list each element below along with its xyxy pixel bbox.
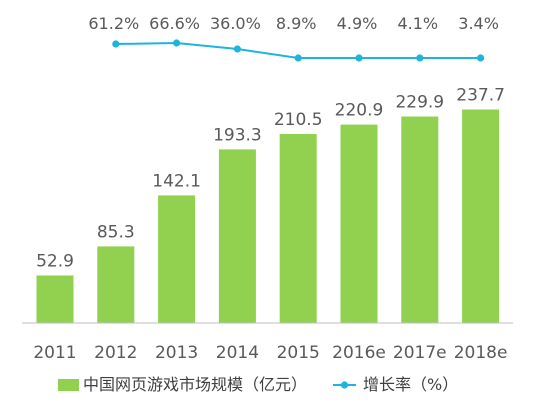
bar-value-label-2017e: 229.9 [395, 93, 444, 113]
growth-label-2014: 36.0% [210, 14, 261, 33]
growth-label-2017e: 4.1% [397, 14, 438, 33]
bar-2018e [462, 109, 500, 323]
bar-value-label-2014: 193.3 [213, 125, 262, 145]
growth-point-2018e [477, 54, 485, 62]
bar-value-label-2011: 52.9 [36, 252, 74, 272]
x-tick-2016e: 2016e [332, 343, 386, 363]
bar-2012 [97, 246, 135, 323]
bar-value-label-2016e: 220.9 [335, 101, 384, 121]
legend-line-marker [340, 381, 349, 389]
bar-value-label-2012: 85.3 [97, 222, 135, 242]
growth-label-2013: 66.6% [149, 14, 200, 33]
x-tick-2013: 2013 [155, 343, 198, 363]
x-tick-2017e: 2017e [393, 343, 447, 363]
legend-bar-swatch [58, 379, 79, 391]
growth-point-2015 [294, 54, 302, 62]
growth-label-2018e: 3.4% [458, 14, 499, 33]
bar-2014 [218, 149, 256, 323]
legend: 中国网页游戏市场规模（亿元） 增长率（%） [58, 375, 458, 394]
x-tick-2011: 2011 [33, 343, 76, 363]
growth-line-group [112, 39, 485, 62]
growth-point-2014 [233, 45, 241, 53]
bar-2013 [158, 195, 196, 323]
x-tick-2012: 2012 [94, 343, 137, 363]
growth-point-2012 [112, 40, 120, 48]
x-tick-2018e: 2018e [454, 343, 508, 363]
x-tick-labels-group: 2011 2012 2013 2014 2015 2016e 2017e 2018e [33, 343, 507, 363]
growth-label-2012: 61.2% [88, 14, 139, 33]
bar-value-label-2013: 142.1 [152, 171, 201, 191]
bar-value-label-2018e: 237.7 [456, 86, 505, 106]
bars-group [36, 109, 500, 323]
bar-2017e [401, 116, 439, 323]
bar-2011 [36, 275, 74, 323]
bar-2015 [279, 134, 317, 323]
growth-point-2013 [173, 39, 181, 47]
legend-bar-label: 中国网页游戏市场规模（亿元） [83, 375, 307, 394]
rate-labels-group: 61.2% 66.6% 36.0% 8.9% 4.9% 4.1% 3.4% [88, 14, 499, 33]
legend-line-label: 增长率（%） [363, 375, 458, 394]
bar-2016e [340, 124, 378, 323]
growth-point-2016e [355, 54, 363, 62]
x-tick-2015: 2015 [277, 343, 320, 363]
x-tick-2014: 2014 [216, 343, 259, 363]
bar-labels-group: 52.9 85.3 142.1 193.3 210.5 220.9 229.9 237.7 [36, 86, 505, 272]
growth-point-2017e [416, 54, 424, 62]
growth-label-2015: 8.9% [276, 14, 317, 33]
growth-label-2016e: 4.9% [337, 14, 378, 33]
bar-value-label-2015: 210.5 [274, 110, 323, 130]
